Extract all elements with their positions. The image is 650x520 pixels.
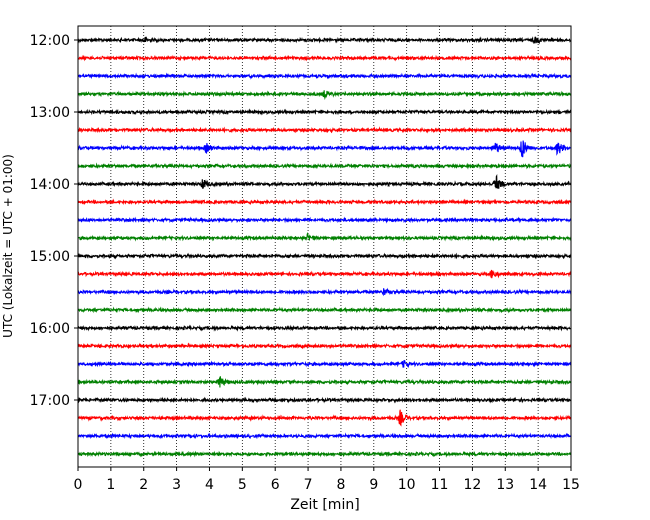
x-axis-ticks: 0 1 2 3 4 5 6 7 8 9 10 11 12 13 14 15 [74,467,580,493]
trace-1400 [77,173,572,189]
x-tick-label: 13 [496,477,514,493]
y-axis-label: UTC (Lokalzeit = UTC + 01:00) [1,154,15,338]
trace-1200 [77,36,572,45]
y-tick-label: 17:00 [30,393,70,409]
trace-1245 [77,90,572,101]
trace-1315 [77,126,572,134]
trace-1330 [77,140,572,158]
trace-1630 [77,359,572,369]
y-axis-ticks: 12:00 13:00 14:00 15:00 16:00 17:00 [30,33,78,409]
x-tick-label: 1 [106,477,115,493]
trace-1300 [77,108,572,116]
x-tick-label: 7 [304,477,313,493]
trace-1700 [77,396,572,404]
trace-1215 [77,54,572,62]
trace-group [77,36,572,458]
trace-1415 [77,198,572,206]
x-tick-label: 10 [398,477,416,493]
trace-1615 [77,342,572,350]
trace-1345 [77,162,572,170]
x-tick-label: 11 [431,477,449,493]
y-tick-label: 16:00 [30,321,70,337]
x-tick-label: 5 [238,477,247,493]
trace-1430 [77,216,572,224]
x-tick-label: 0 [74,477,83,493]
x-tick-label: 15 [562,477,580,493]
plot-frame [77,25,572,468]
y-tick-label: 14:00 [30,177,70,193]
trace-1745 [77,450,572,458]
x-tick-label: 14 [529,477,547,493]
trace-1600 [77,324,572,332]
trace-1530 [77,287,572,297]
trace-1500 [77,252,572,260]
trace-1715 [77,409,572,427]
trace-1545 [77,306,572,314]
trace-1445 [77,232,572,242]
x-tick-label: 9 [369,477,378,493]
trace-1230 [77,72,572,80]
x-tick-label: 6 [271,477,280,493]
x-tick-label: 3 [172,477,181,493]
x-tick-label: 8 [336,477,345,493]
trace-1730 [77,432,572,440]
x-axis-label: Zeit [min] [290,497,359,513]
x-tick-label: 2 [139,477,148,493]
y-tick-label: 13:00 [30,105,70,121]
trace-1515 [77,269,572,279]
trace-1645 [77,376,572,388]
x-tick-label: 4 [205,477,214,493]
x-tick-label: 12 [463,477,481,493]
y-tick-label: 12:00 [30,33,70,49]
y-tick-label: 15:00 [30,249,70,265]
